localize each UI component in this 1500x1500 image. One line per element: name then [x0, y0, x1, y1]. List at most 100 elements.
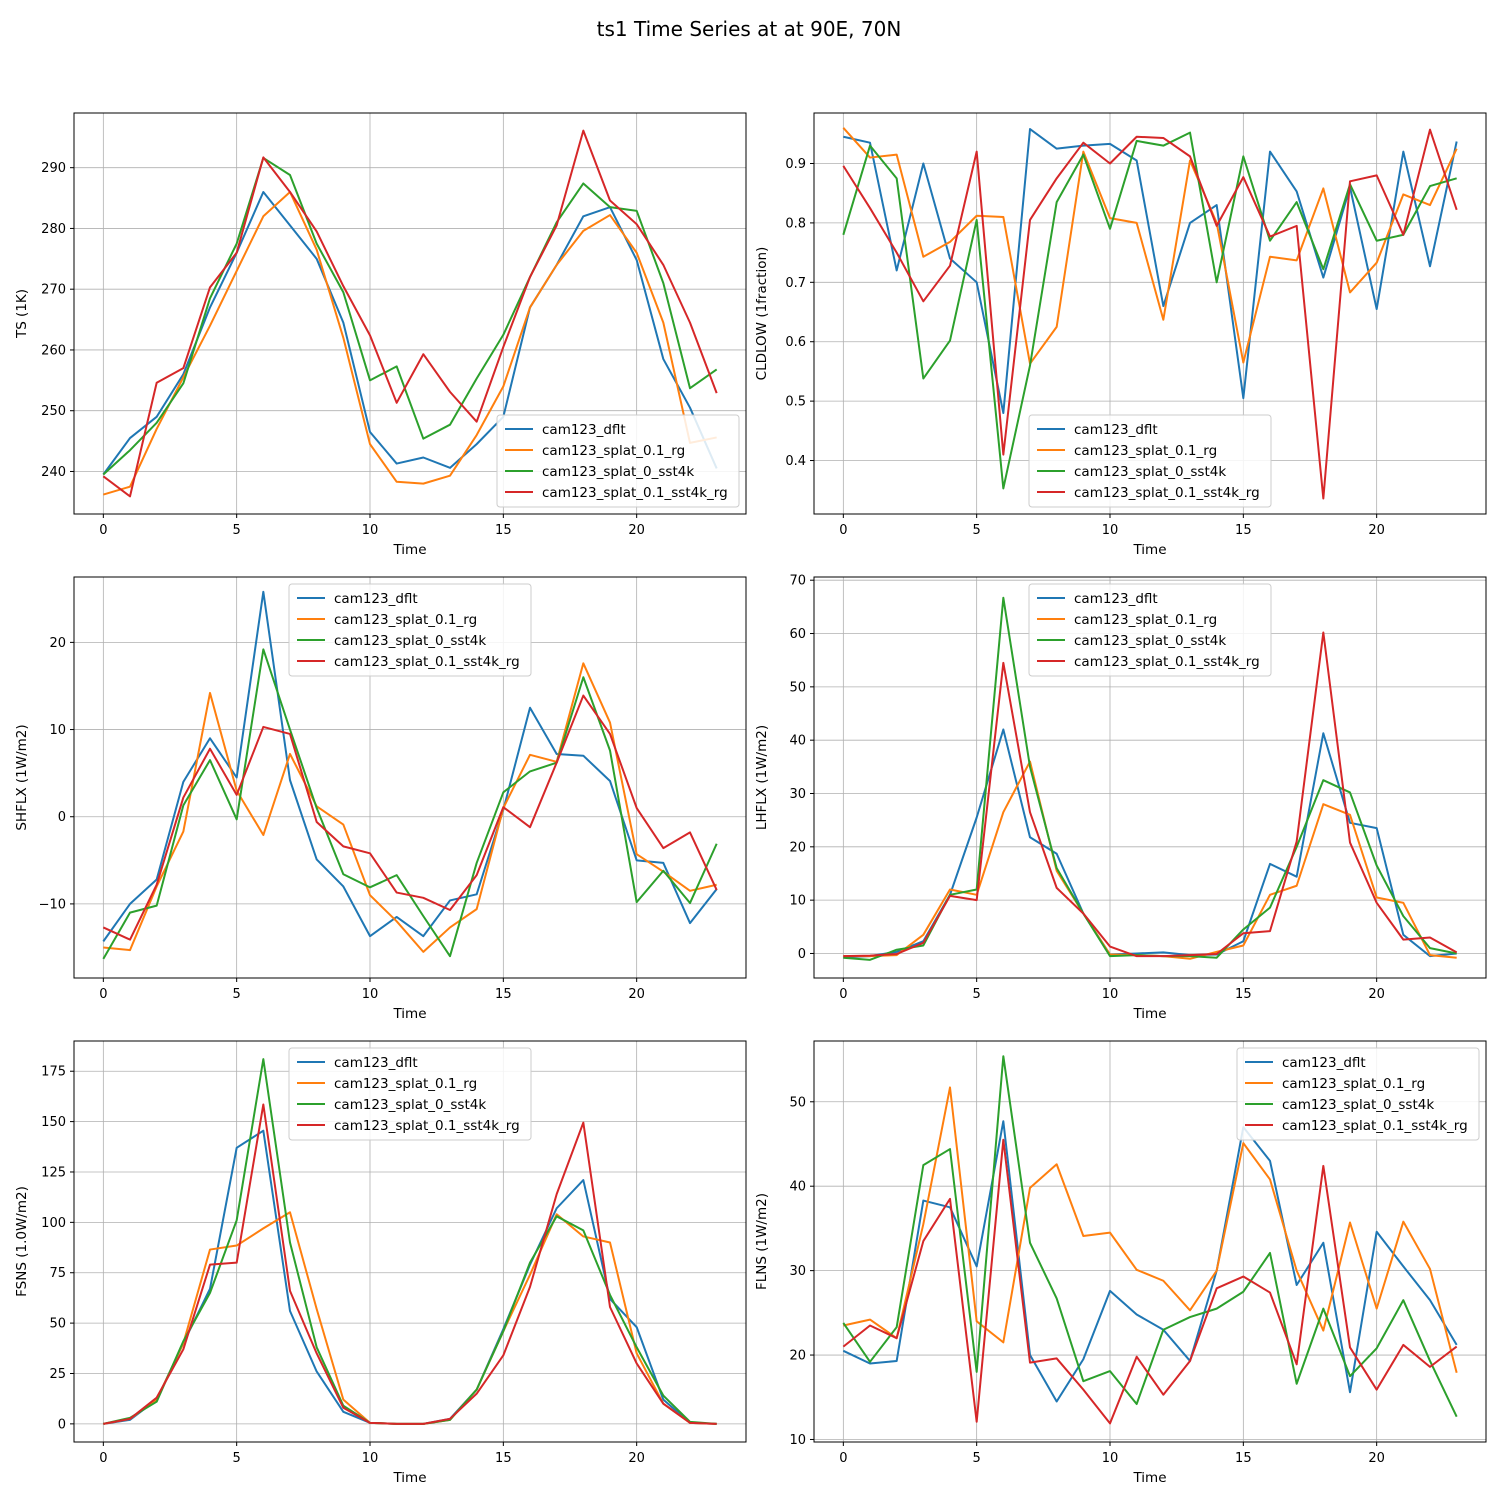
- legend: cam123_dflt cam123_splat_0.1_rg cam123_spl…: [1236, 1047, 1480, 1141]
- x-tick-label: 10: [1102, 987, 1119, 1002]
- axes-frame: [813, 576, 1487, 979]
- y-tick-label: 40: [789, 1180, 806, 1195]
- x-tick-label: 15: [1235, 987, 1252, 1002]
- x-axis-label: Time: [1132, 1470, 1166, 1486]
- y-axis-label: LHFLX (1W/m2): [754, 725, 770, 830]
- y-tick-label: 20: [49, 636, 66, 651]
- y-tick-label: 10: [49, 723, 66, 738]
- x-tick-label: 20: [628, 987, 645, 1002]
- x-tick-label: 0: [839, 523, 847, 538]
- y-tick-label: −10: [39, 897, 66, 912]
- y-axis-label: TS (1K): [14, 289, 30, 339]
- series-line-cam123_splat_0.1_rg: [842, 127, 1458, 365]
- y-tick-label: 30: [789, 787, 806, 802]
- y-tick-label: 270: [41, 283, 66, 298]
- series-line-cam123_splat_0.1_sst4k_rg: [102, 694, 718, 941]
- y-tick-label: 30: [789, 1264, 806, 1279]
- y-tick-label: 10: [789, 1433, 806, 1448]
- legend-label: cam123_splat_0.1_rg: [1282, 1076, 1425, 1092]
- legend-label: cam123_dflt: [334, 1055, 418, 1071]
- y-tick-label: 175: [41, 1065, 66, 1080]
- y-tick-label: 150: [41, 1115, 66, 1130]
- legend-label: cam123_splat_0.1_rg: [1074, 612, 1217, 628]
- series-line-cam123_splat_0_sst4k: [102, 156, 718, 476]
- legend: cam123_dflt cam123_splat_0.1_rg cam123_spl…: [1028, 583, 1272, 677]
- x-tick-label: 10: [1102, 523, 1119, 538]
- x-tick-label: 10: [362, 523, 379, 538]
- x-tick-label: 20: [1368, 523, 1385, 538]
- legend-box: [288, 583, 532, 677]
- y-tick-label: 0.4: [785, 454, 806, 469]
- series-line-cam123_splat_0.1_sst4k_rg: [843, 631, 1458, 958]
- legend-label: cam123_splat_0.1_sst4k_rg: [542, 485, 728, 501]
- x-tick-label: 20: [1368, 1451, 1385, 1466]
- legend-label: cam123_splat_0.1_sst4k_rg: [334, 1118, 520, 1134]
- subplot-4: 0 5 10 15 20 0 10 20 30 40 50 60 70 Time LHFLX (1W/m2)…: [754, 574, 1487, 1022]
- legend-label: cam123_dflt: [1282, 1055, 1366, 1071]
- legend-label: cam123_splat_0.1_rg: [334, 1076, 477, 1092]
- subplot-2: 0 5 10 15 20 0.4 0.5 0.6 0.7 0.8 0.9 Time CLDLOW (1f…: [754, 112, 1487, 558]
- y-tick-label: 100: [41, 1216, 66, 1231]
- x-tick-label: 0: [839, 1451, 847, 1466]
- legend-box: [496, 414, 740, 508]
- y-tick-label: 280: [41, 222, 66, 237]
- legend-box: [1236, 1047, 1480, 1141]
- y-tick-label: 0.7: [785, 276, 806, 291]
- x-tick-label: 0: [99, 987, 107, 1002]
- x-tick-label: 20: [1368, 987, 1385, 1002]
- axes-frame: [73, 576, 747, 979]
- y-tick-label: 0.5: [785, 395, 806, 410]
- x-axis-label: Time: [392, 1006, 426, 1022]
- x-tick-label: 15: [495, 1451, 512, 1466]
- y-axis-label: FSNS (1.0W/m2): [14, 1186, 30, 1297]
- series-line-cam123_splat_0_sst4k: [842, 1055, 1458, 1418]
- y-tick-label: 260: [41, 343, 66, 358]
- axes-frame: [813, 112, 1487, 515]
- y-tick-label: 250: [41, 404, 66, 419]
- axes-frame: [73, 1040, 747, 1443]
- x-tick-label: 15: [495, 523, 512, 538]
- y-tick-label: 0.6: [785, 335, 806, 350]
- legend-label: cam123_dflt: [1074, 422, 1158, 438]
- x-tick-label: 5: [233, 1451, 241, 1466]
- x-axis-label: Time: [392, 1470, 426, 1486]
- legend-label: cam123_dflt: [334, 591, 418, 607]
- y-tick-label: 20: [789, 840, 806, 855]
- x-tick-label: 15: [495, 987, 512, 1002]
- x-tick-label: 0: [99, 1451, 107, 1466]
- series-line-cam123_splat_0_sst4k: [842, 131, 1457, 490]
- y-tick-label: 125: [41, 1165, 66, 1180]
- axes-frame: [813, 1040, 1487, 1443]
- legend-box: [288, 1047, 532, 1141]
- series-line-cam123_splat_0.1_rg: [843, 1086, 1458, 1374]
- y-tick-label: 50: [49, 1317, 66, 1332]
- x-axis-label: Time: [1132, 1006, 1166, 1022]
- legend-label: cam123_splat_0.1_rg: [1074, 443, 1217, 459]
- subplot-5: 0 5 10 15 20 0 25 50 75 100 125 150 175 Time FSNS (1.0…: [14, 1040, 747, 1486]
- y-axis-label: CLDLOW (1fraction): [754, 247, 770, 381]
- legend: cam123_dflt cam123_splat_0.1_rg cam123_spl…: [496, 414, 740, 508]
- y-tick-label: 0: [58, 810, 66, 825]
- legend: cam123_dflt cam123_splat_0.1_rg cam123_spl…: [288, 1047, 532, 1141]
- legend-label: cam123_splat_0_sst4k: [542, 464, 694, 480]
- y-tick-label: 0.8: [785, 216, 806, 231]
- series-line-cam123_splat_0.1_sst4k_rg: [102, 129, 718, 498]
- legend-label: cam123_splat_0.1_rg: [542, 443, 685, 459]
- y-tick-label: 10: [789, 894, 806, 909]
- legend-label: cam123_splat_0.1_sst4k_rg: [1282, 1118, 1468, 1134]
- x-tick-label: 10: [1102, 1451, 1119, 1466]
- y-tick-label: 0: [58, 1417, 66, 1432]
- series-line-cam123_dflt: [102, 590, 718, 942]
- x-tick-label: 15: [1235, 523, 1252, 538]
- legend-label: cam123_splat_0_sst4k: [1074, 633, 1226, 649]
- x-tick-label: 5: [973, 987, 981, 1002]
- y-tick-label: 0: [798, 947, 806, 962]
- y-axis-label: FLNS (1W/m2): [754, 1193, 770, 1290]
- legend-label: cam123_splat_0_sst4k: [1074, 464, 1226, 480]
- legend-box: [1028, 583, 1272, 677]
- legend-label: cam123_splat_0.1_rg: [334, 612, 477, 628]
- y-axis-label: SHFLX (1W/m2): [14, 724, 30, 830]
